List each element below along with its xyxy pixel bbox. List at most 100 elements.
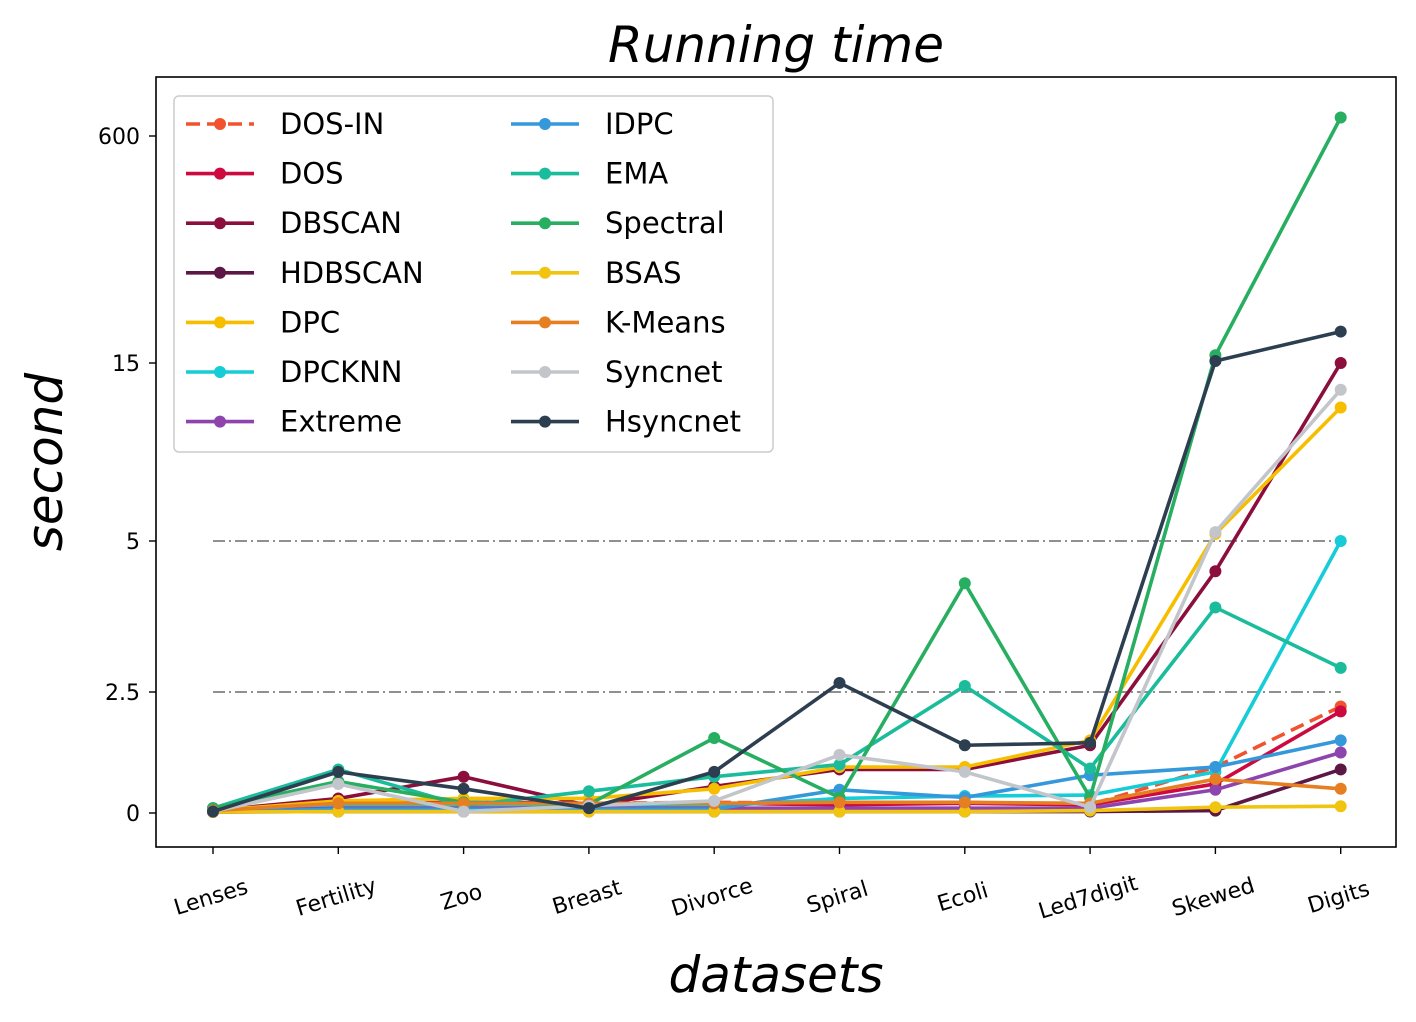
data-point	[1084, 762, 1097, 775]
legend-swatch-marker	[539, 118, 551, 130]
data-point	[1334, 661, 1347, 674]
x-tick-label: Digits	[1305, 877, 1373, 919]
data-point	[1209, 526, 1222, 539]
data-point	[958, 805, 971, 818]
data-point	[958, 796, 971, 809]
legend-label: K-Means	[605, 305, 726, 339]
legend-label: DBSCAN	[280, 206, 402, 240]
legend-entry-dos-in: DOS-IN	[186, 107, 384, 141]
series-line	[212, 388, 1343, 814]
legend-entry-spectral: Spectral	[511, 206, 725, 240]
x-tick-label: Spiral	[804, 877, 871, 919]
legend-label: DPC	[280, 305, 340, 339]
x-tick-label: Fertility	[293, 874, 379, 922]
data-point	[1334, 111, 1347, 124]
x-tick-label: Breast	[550, 875, 625, 920]
legend-swatch-marker	[214, 266, 226, 279]
series-hsyncnet	[207, 325, 1347, 818]
data-point	[1209, 773, 1222, 786]
data-point	[1334, 383, 1347, 396]
data-point	[958, 679, 971, 692]
data-point	[708, 765, 721, 778]
data-point	[332, 805, 345, 818]
legend-swatch-marker	[539, 366, 551, 378]
data-point	[1209, 354, 1222, 367]
legend: DOS-IN DOS DBSCAN HDBSCAN DPC DPCKNN Extreme ID…	[173, 95, 774, 453]
data-point	[582, 802, 595, 815]
legend-label: Spectral	[605, 206, 725, 240]
data-point	[708, 782, 721, 795]
legend-entry-dbscan: DBSCAN	[186, 206, 402, 240]
legend-entry-dpcknn: DPCKNN	[186, 355, 402, 389]
series-line	[212, 605, 1342, 810]
data-point	[708, 805, 721, 818]
chart-title: Running time	[608, 16, 944, 74]
data-point	[457, 797, 470, 810]
legend-swatch-marker	[214, 118, 226, 130]
legend-entry-dos: DOS	[186, 157, 344, 191]
series-line	[212, 329, 1342, 814]
legend-swatch-marker	[214, 167, 226, 180]
legend-entry-k-means: K-Means	[511, 305, 726, 339]
x-tick-label: Lenses	[171, 875, 251, 921]
data-point	[1084, 801, 1097, 814]
data-point	[1334, 746, 1347, 759]
legend-entry-bsas: BSAS	[511, 256, 682, 290]
legend-label: BSAS	[605, 256, 682, 290]
data-point	[457, 805, 470, 818]
data-point	[833, 676, 846, 689]
legend-swatch-marker	[214, 316, 226, 329]
legend-label: DOS	[280, 157, 344, 191]
legend-entry-hsyncnet: Hsyncnet	[511, 405, 741, 439]
y-tick-label: 600	[98, 125, 140, 150]
legend-box	[173, 95, 774, 453]
legend-label: DPCKNN	[280, 355, 402, 389]
y-tick-label: 0	[126, 802, 140, 827]
series-line	[212, 116, 1343, 810]
data-point	[1334, 357, 1347, 369]
legend-entry-syncnet: Syncnet	[511, 355, 723, 389]
data-point	[1334, 535, 1347, 547]
y-tick-label: 15	[112, 352, 140, 377]
x-tick-label: Skewed	[1169, 873, 1258, 922]
legend-label: EMA	[605, 157, 668, 191]
legend-swatch-marker	[539, 217, 551, 230]
data-point	[582, 785, 595, 798]
y-axis: 0 2.5 5 15 600	[98, 125, 156, 827]
legend-label: DOS-IN	[280, 107, 384, 141]
data-point	[833, 758, 846, 771]
data-point	[1334, 800, 1347, 813]
legend-swatch-marker	[539, 167, 551, 180]
legend-entry-dpc: DPC	[186, 305, 340, 339]
data-point	[1334, 782, 1347, 795]
legend-swatch-marker	[539, 316, 551, 329]
x-tick-label: Ecoli	[935, 878, 992, 917]
data-point	[958, 739, 971, 752]
data-point	[1209, 761, 1222, 774]
data-point	[833, 796, 846, 809]
data-point	[958, 577, 971, 590]
data-point	[1209, 565, 1222, 578]
data-point	[1209, 783, 1222, 796]
x-axis: Lenses Fertility Zoo Breast Divorce Spiral Eco…	[171, 847, 1373, 925]
x-axis-label: datasets	[668, 946, 883, 1004]
data-point	[1334, 401, 1347, 414]
data-point	[207, 805, 219, 818]
data-point	[332, 765, 345, 778]
legend-label: HDBSCAN	[280, 256, 424, 290]
data-point	[457, 770, 470, 783]
legend-label: Extreme	[280, 405, 402, 439]
data-point	[457, 782, 470, 795]
data-point	[1209, 801, 1222, 814]
data-point	[1334, 763, 1347, 776]
plot-frame	[155, 76, 1397, 848]
series-layer	[207, 111, 1347, 819]
data-point	[958, 765, 971, 778]
data-point	[708, 731, 721, 744]
y-axis-label: second	[16, 373, 74, 552]
x-tick-label: Led7digit	[1036, 871, 1141, 925]
legend-label: Syncnet	[605, 355, 723, 389]
series-line	[212, 777, 1341, 813]
data-point	[833, 748, 846, 761]
